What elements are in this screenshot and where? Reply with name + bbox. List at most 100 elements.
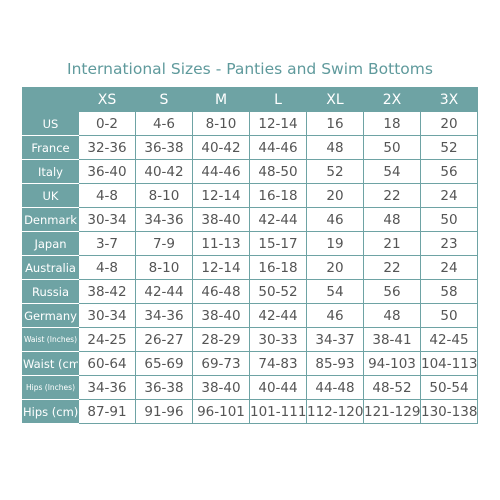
table-row: US 0-2 4-6 8-10 12-14 16 18 20 xyxy=(22,111,478,136)
table-cell: 44-46 xyxy=(192,159,250,184)
table-cell: 24 xyxy=(420,255,478,280)
table-cell: 38-40 xyxy=(192,375,250,400)
column-header: XS xyxy=(78,87,136,112)
row-header: France xyxy=(22,135,79,160)
row-header: Russia xyxy=(22,279,79,304)
table-cell: 8-10 xyxy=(192,111,250,136)
table-cell: 36-38 xyxy=(135,375,193,400)
table-row: Germany 30-34 34-36 38-40 42-44 46 48 50 xyxy=(22,303,478,328)
table-cell: 8-10 xyxy=(135,183,193,208)
table-row: Australia 4-8 8-10 12-14 16-18 20 22 24 xyxy=(22,255,478,280)
table-cell: 30-33 xyxy=(249,327,307,352)
table-cell: 36-38 xyxy=(135,135,193,160)
table-cell: 40-42 xyxy=(192,135,250,160)
table-row: Denmark 30-34 34-36 38-40 42-44 46 48 50 xyxy=(22,207,478,232)
column-header: M xyxy=(192,87,250,112)
table-cell: 87-91 xyxy=(78,399,136,424)
table-cell: 44-46 xyxy=(249,135,307,160)
row-header: Australia xyxy=(22,255,79,280)
table-cell: 24 xyxy=(420,183,478,208)
table-cell: 48-52 xyxy=(363,375,421,400)
table-cell: 74-83 xyxy=(249,351,307,376)
table-cell: 69-73 xyxy=(192,351,250,376)
column-header: 2X xyxy=(363,87,421,112)
table-row: Japan 3-7 7-9 11-13 15-17 19 21 23 xyxy=(22,231,478,256)
table-cell: 50 xyxy=(363,135,421,160)
table-cell: 16-18 xyxy=(249,255,307,280)
table-cell: 4-6 xyxy=(135,111,193,136)
table-cell: 20 xyxy=(420,111,478,136)
table-row: UK 4-8 8-10 12-14 16-18 20 22 24 xyxy=(22,183,478,208)
column-header: L xyxy=(249,87,307,112)
table-cell: 34-36 xyxy=(135,303,193,328)
table-cell: 34-37 xyxy=(306,327,364,352)
table-cell: 94-103 xyxy=(363,351,421,376)
table-cell: 42-44 xyxy=(135,279,193,304)
table-cell: 20 xyxy=(306,255,364,280)
table-row: Hips (cm) 87-91 91-96 96-101 101-111 112-120 1… xyxy=(22,399,478,424)
table-cell: 56 xyxy=(363,279,421,304)
table-cell: 40-42 xyxy=(135,159,193,184)
table-cell: 12-14 xyxy=(192,183,250,208)
table-cell: 48 xyxy=(306,135,364,160)
table-cell: 30-34 xyxy=(78,303,136,328)
table-cell: 42-45 xyxy=(420,327,478,352)
table-cell: 50-54 xyxy=(420,375,478,400)
table-cell: 24-25 xyxy=(78,327,136,352)
table-cell: 22 xyxy=(363,183,421,208)
table-cell: 50-52 xyxy=(249,279,307,304)
corner-cell xyxy=(22,87,79,112)
table-row: Hips (Inches) 34-36 36-38 38-40 40-44 44-48 48… xyxy=(22,375,478,400)
row-header: Waist (cm) xyxy=(22,351,79,376)
table-cell: 112-120 xyxy=(306,399,364,424)
table-cell: 48 xyxy=(363,207,421,232)
table-cell: 65-69 xyxy=(135,351,193,376)
table-cell: 12-14 xyxy=(249,111,307,136)
table-cell: 19 xyxy=(306,231,364,256)
table-cell: 50 xyxy=(420,207,478,232)
table-cell: 46 xyxy=(306,207,364,232)
table-row: Waist (cm) 60-64 65-69 69-73 74-83 85-93 94-10… xyxy=(22,351,478,376)
table-cell: 36-40 xyxy=(78,159,136,184)
table-cell: 34-36 xyxy=(135,207,193,232)
table-cell: 4-8 xyxy=(78,255,136,280)
table-row: Russia 38-42 42-44 46-48 50-52 54 56 58 xyxy=(22,279,478,304)
title: International Sizes - Panties and Swim B… xyxy=(67,60,433,78)
table-cell: 26-27 xyxy=(135,327,193,352)
row-header: US xyxy=(22,111,79,136)
table-cell: 38-40 xyxy=(192,303,250,328)
table-cell: 38-40 xyxy=(192,207,250,232)
table-cell: 85-93 xyxy=(306,351,364,376)
table-cell: 44-48 xyxy=(306,375,364,400)
size-table: XS S M L XL 2X 3X US 0-2 4-6 8-10 12-14 16 18 20 Franc… xyxy=(22,87,478,424)
table-cell: 60-64 xyxy=(78,351,136,376)
table-cell: 96-101 xyxy=(192,399,250,424)
table-cell: 46 xyxy=(306,303,364,328)
table-cell: 42-44 xyxy=(249,207,307,232)
table-cell: 16 xyxy=(306,111,364,136)
table-cell: 3-7 xyxy=(78,231,136,256)
row-header: Denmark xyxy=(22,207,79,232)
table-cell: 130-138 xyxy=(420,399,478,424)
table-row: Italy 36-40 40-42 44-46 48-50 52 54 56 xyxy=(22,159,478,184)
row-header: Waist (Inches) xyxy=(22,327,79,352)
row-header: Japan xyxy=(22,231,79,256)
table-cell: 48 xyxy=(363,303,421,328)
table-cell: 104-113 xyxy=(420,351,478,376)
row-header: Italy xyxy=(22,159,79,184)
table-cell: 101-111 xyxy=(249,399,307,424)
table-cell: 46-48 xyxy=(192,279,250,304)
table-cell: 121-129 xyxy=(363,399,421,424)
table-cell: 22 xyxy=(363,255,421,280)
table-cell: 16-18 xyxy=(249,183,307,208)
table-cell: 7-9 xyxy=(135,231,193,256)
table-cell: 40-44 xyxy=(249,375,307,400)
table-cell: 42-44 xyxy=(249,303,307,328)
table-cell: 28-29 xyxy=(192,327,250,352)
table-cell: 38-42 xyxy=(78,279,136,304)
table-cell: 52 xyxy=(420,135,478,160)
table-cell: 54 xyxy=(363,159,421,184)
row-header: Hips (cm) xyxy=(22,399,79,424)
row-header: Hips (Inches) xyxy=(22,375,79,400)
